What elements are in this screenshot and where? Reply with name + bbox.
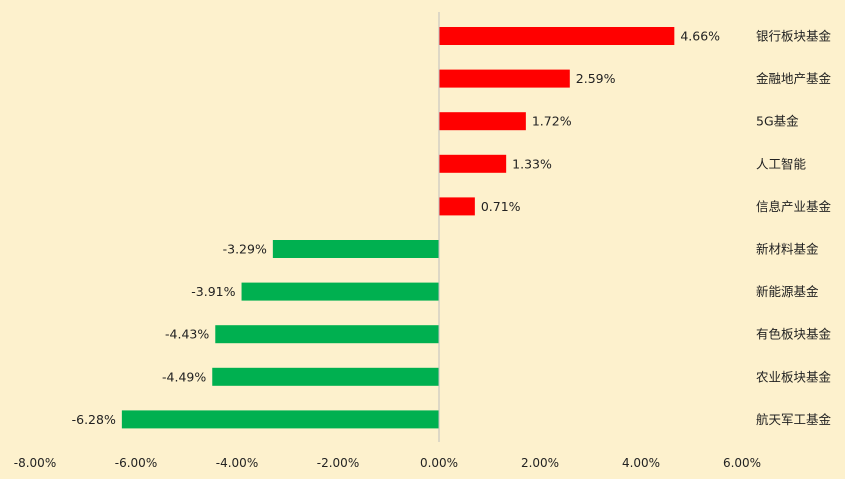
category-label-2: 金融地产基金	[756, 71, 832, 86]
bar-8	[215, 325, 439, 344]
category-label-6: 新材料基金	[756, 242, 819, 257]
data-label-9: -4.49%	[162, 369, 206, 384]
data-label-2: 2.59%	[576, 71, 616, 86]
category-label-5: 信息产业基金	[756, 199, 832, 214]
data-label-1: 4.66%	[680, 29, 720, 44]
bar-10	[121, 410, 440, 429]
data-label-6: -3.29%	[223, 242, 267, 257]
data-label-3: 1.72%	[532, 114, 572, 129]
category-label-4: 人工智能	[756, 156, 807, 171]
bar-2	[439, 69, 570, 88]
x-tick-label-5: 0.00%	[420, 456, 458, 470]
data-labels-group: 4.66% 2.59% 1.72% 1.33% 0.71% -3.29% -3.91% -4.…	[72, 29, 721, 427]
x-tick-label-7: 4.00%	[622, 456, 660, 470]
category-label-3: 5G基金	[756, 114, 799, 129]
bar-4	[439, 154, 507, 173]
data-label-5: 0.71%	[481, 199, 521, 214]
data-label-8: -4.43%	[165, 327, 209, 342]
x-tick-label-6: 2.00%	[521, 456, 559, 470]
data-label-10: -6.28%	[72, 412, 116, 427]
bar-1	[439, 27, 675, 45]
x-tick-label-1: -8.00%	[14, 456, 56, 470]
x-tick-label-4: -2.00%	[317, 456, 359, 470]
x-tick-label-2: -6.00%	[115, 456, 157, 470]
x-axis-tick-labels: -8.00% -6.00% -4.00% -2.00% 0.00% 2.00% 4.00% 6…	[14, 456, 761, 470]
x-tick-label-3: -4.00%	[216, 456, 258, 470]
bars-group	[121, 27, 675, 429]
category-label-10: 航天军工基金	[756, 412, 832, 427]
bar-5	[439, 197, 475, 216]
bar-9	[212, 367, 439, 386]
category-label-8: 有色板块基金	[756, 327, 832, 342]
bar-3	[439, 112, 526, 131]
data-label-7: -3.91%	[191, 284, 235, 299]
bar-7	[241, 282, 439, 301]
data-label-4: 1.33%	[512, 156, 552, 171]
category-label-9: 农业板块基金	[756, 369, 832, 384]
x-tick-label-8: 6.00%	[723, 456, 761, 470]
bar-6	[272, 240, 439, 258]
category-label-7: 新能源基金	[756, 284, 819, 299]
category-label-1: 银行板块基金	[756, 29, 832, 44]
